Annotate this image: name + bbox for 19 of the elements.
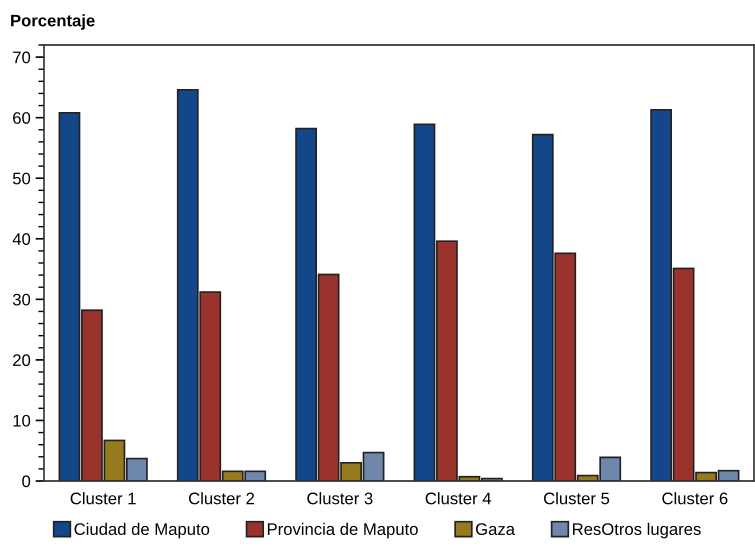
y-tick-label: 70 xyxy=(13,52,30,64)
y-tick-label: 40 xyxy=(12,233,30,245)
x-tick-label: Cluster 5 xyxy=(544,492,610,504)
y-tick-label: 60 xyxy=(13,112,30,124)
y-tick-label: 30 xyxy=(12,294,30,306)
legend-label: Gaza xyxy=(476,523,515,536)
x-tick-label: Cluster 6 xyxy=(662,492,728,504)
y-tick-label: 50 xyxy=(12,172,30,184)
legend-label: Provincia de Maputo xyxy=(268,522,418,538)
x-tick-label: Cluster 2 xyxy=(189,492,254,504)
y-tick-label: 10 xyxy=(14,414,30,427)
y-tick-label: 20 xyxy=(13,354,30,366)
x-tick-label: Cluster 3 xyxy=(307,492,372,504)
x-tick-label: Cluster 4 xyxy=(426,492,492,504)
y-axis-title: Porcentaje xyxy=(11,14,95,30)
legend-label: ResOtros lugares xyxy=(573,522,701,538)
x-tick-label: Cluster 1 xyxy=(70,492,136,504)
y-tick-label: 0 xyxy=(22,475,30,488)
legend-label: Ciudad de Maputo xyxy=(74,522,210,538)
